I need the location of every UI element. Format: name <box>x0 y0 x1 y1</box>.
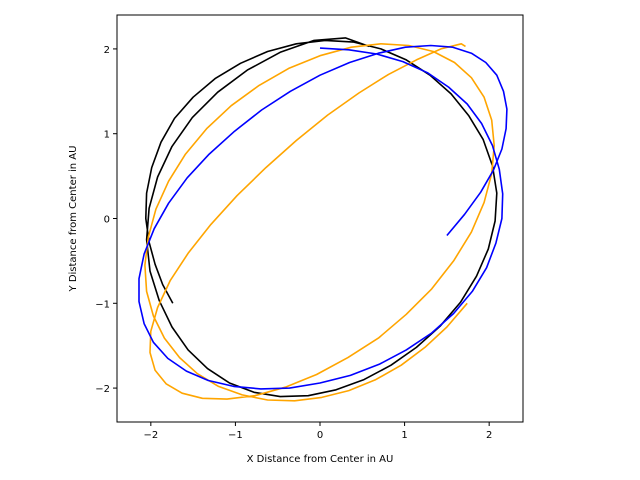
y-tick-label: −1 <box>95 299 110 310</box>
y-axis-ticks: −2 −1 0 1 2 <box>95 45 117 395</box>
x-tick-label: 0 <box>317 430 323 441</box>
x-tick-label: −1 <box>228 430 243 441</box>
orbit-series-line-2 <box>144 42 496 402</box>
x-axis-label: X Distance from Center in AU <box>247 454 394 465</box>
y-tick-label: −2 <box>95 384 110 395</box>
orbit-series-line-3 <box>138 44 508 390</box>
x-tick-label: −2 <box>143 430 158 441</box>
x-tick-label: 2 <box>486 430 492 441</box>
x-axis-ticks: −2 −1 0 1 2 <box>143 422 492 441</box>
plot-area <box>138 37 508 402</box>
y-axis-label: Y Distance from Center in AU <box>68 146 79 293</box>
y-tick-label: 2 <box>104 45 110 56</box>
y-tick-label: 0 <box>104 215 110 226</box>
y-tick-label: 1 <box>104 130 110 141</box>
orbit-series-line-1 <box>145 37 498 398</box>
x-tick-label: 1 <box>401 430 407 441</box>
